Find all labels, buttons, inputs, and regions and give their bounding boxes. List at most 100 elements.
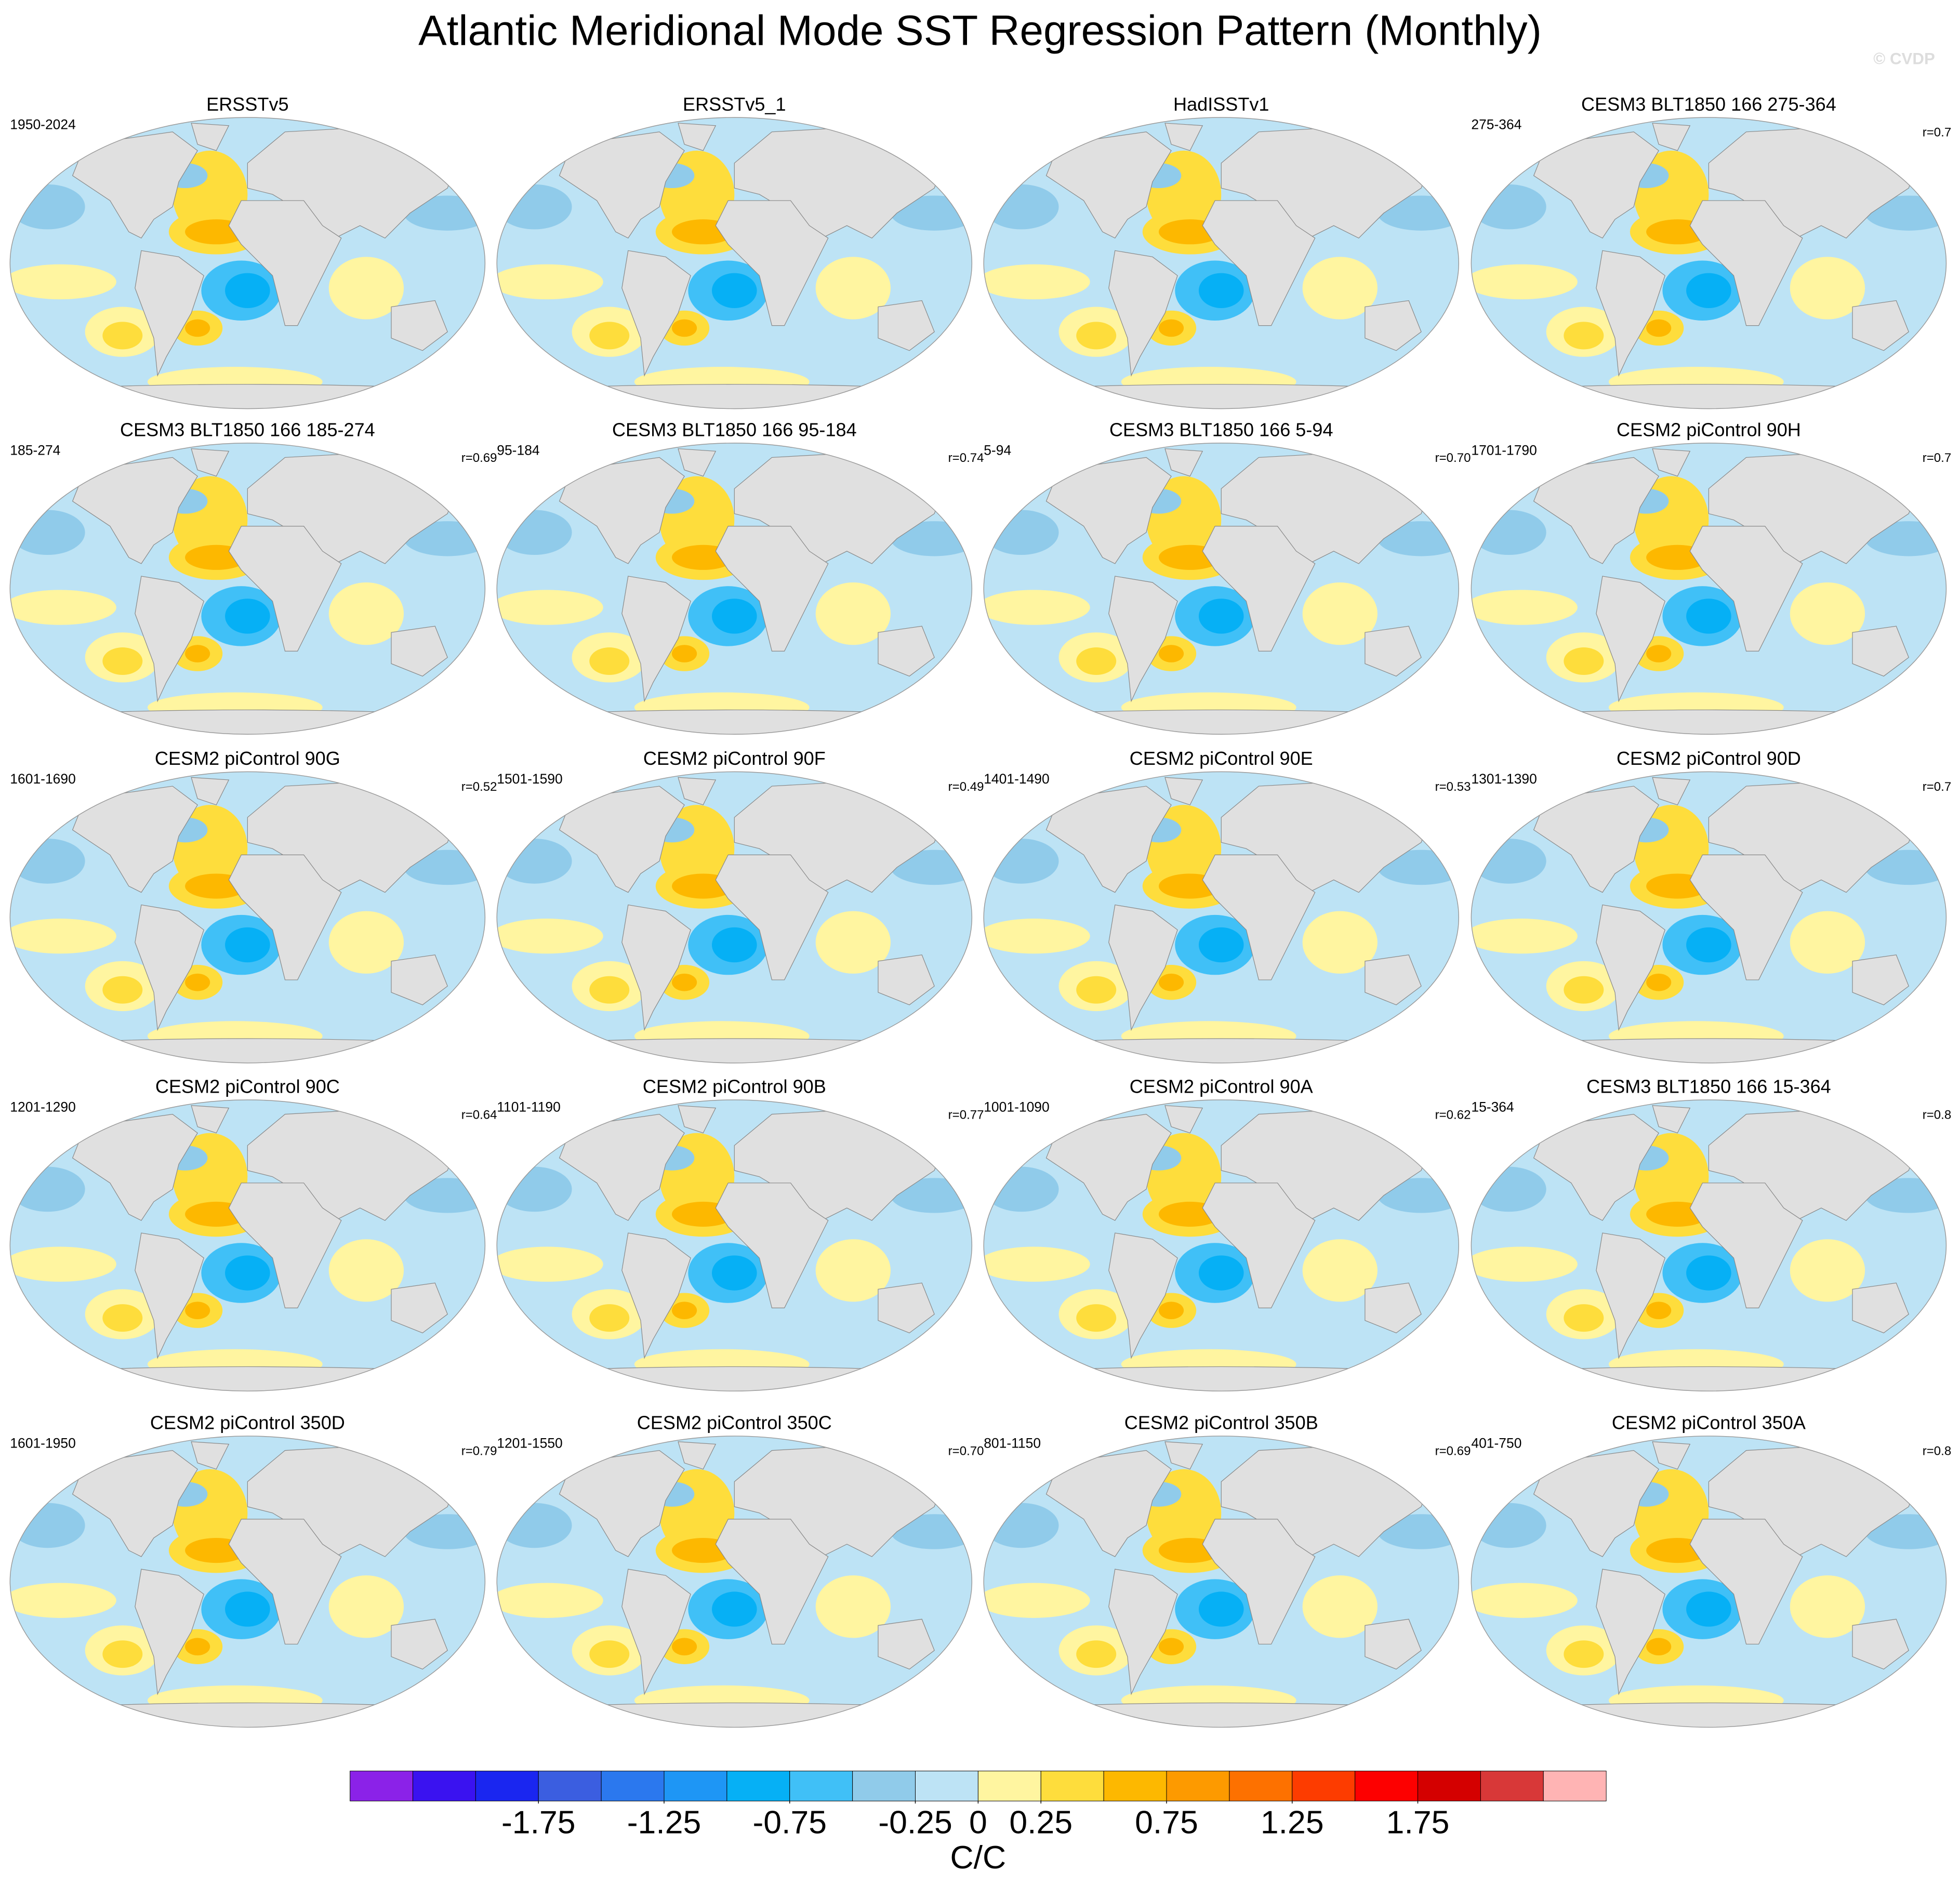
map-field	[491, 772, 978, 1067]
panel-title: CESM2 piControl 90H	[1617, 419, 1801, 440]
panel-title: CESM2 piControl 350C	[637, 1412, 832, 1433]
panel-period: 1301-1390	[1471, 771, 1537, 787]
panel-period: 1101-1190	[497, 1099, 561, 1114]
map-field	[4, 1436, 491, 1732]
colorbar-box	[852, 1771, 916, 1801]
colorbar-tick-label: -0.25	[878, 1804, 952, 1841]
colorbar-tick-label: 1.75	[1386, 1804, 1450, 1841]
map-field	[1465, 117, 1952, 413]
colorbar-box	[664, 1771, 727, 1801]
panel-period: 401-750	[1471, 1436, 1521, 1451]
panel-period: 185-274	[10, 442, 60, 458]
panel-correlation: r=0.7	[1923, 451, 1951, 465]
colorbar-box	[1418, 1771, 1481, 1801]
map-field	[1465, 772, 1952, 1067]
colorbar-box	[1040, 1771, 1104, 1801]
colorbar-tick-label: 0	[969, 1804, 987, 1841]
colorbar-tick-label: -0.75	[752, 1804, 827, 1841]
colorbar-box	[538, 1771, 602, 1801]
panel-correlation: r=0.8	[1923, 1108, 1951, 1122]
colorbar-box	[915, 1771, 978, 1801]
map-field	[491, 443, 978, 739]
map-panel: CESM3 BLT1850 166 95-184 95-184 r=0.74	[491, 419, 984, 738]
map-field	[4, 1100, 491, 1396]
map-field	[4, 772, 491, 1067]
colorbar-box	[1166, 1771, 1230, 1801]
panel-period: 95-184	[497, 442, 539, 458]
panel-period: 801-1150	[984, 1436, 1041, 1451]
panel-correlation: r=0.52	[461, 780, 497, 794]
panel-period: 1601-1690	[10, 771, 76, 787]
panel-correlation: r=0.70	[1435, 451, 1471, 465]
map-field	[491, 117, 978, 413]
map-field	[491, 1100, 978, 1396]
colorbar-tick-label: 0.75	[1135, 1804, 1198, 1841]
panel-period: 1501-1590	[497, 771, 563, 787]
panel-title: CESM2 piControl 350B	[1124, 1412, 1318, 1433]
panel-title: HadISSTv1	[1173, 94, 1269, 115]
panel-correlation: r=0.77	[948, 1108, 984, 1122]
panel-title: CESM2 piControl 350D	[150, 1412, 345, 1433]
map-panel: CESM3 BLT1850 166 15-364 15-364 r=0.8	[1465, 1076, 1952, 1396]
map-field	[977, 443, 1465, 739]
panel-title: CESM3 BLT1850 166 5-94	[1109, 419, 1333, 440]
panel-period: 275-364	[1471, 117, 1521, 132]
map-field	[1465, 443, 1952, 739]
panel-title: CESM2 piControl 90B	[643, 1076, 826, 1097]
panel-correlation: r=0.64	[461, 1108, 497, 1122]
colorbar-label: C/C	[950, 1839, 1007, 1876]
colorbar-tick-label: 0.25	[1009, 1804, 1072, 1841]
panel-title: CESM2 piControl 90C	[155, 1076, 340, 1097]
panel-correlation: r=0.69	[1435, 1444, 1471, 1458]
map-panel: CESM2 piControl 90A 1001-1090 r=0.62	[977, 1076, 1471, 1396]
map-panel: CESM3 BLT1850 166 185-274 185-274 r=0.69	[4, 419, 497, 738]
panel-correlation: r=0.49	[948, 780, 984, 794]
map-panel: CESM2 piControl 90D 1301-1390 r=0.7	[1465, 748, 1952, 1067]
map-panel: CESM2 piControl 90B 1101-1190 r=0.77	[491, 1076, 984, 1396]
colorbar-box	[1355, 1771, 1419, 1801]
panel-title: ERSSTv5	[206, 94, 288, 115]
colorbar-box	[789, 1771, 853, 1801]
map-panel: CESM3 BLT1850 166 5-94 5-94 r=0.70	[977, 419, 1471, 738]
panel-title: ERSSTv5_1	[683, 94, 786, 115]
colorbar-tick-label: -1.75	[501, 1804, 576, 1841]
map-panel: CESM2 piControl 90G 1601-1690 r=0.52	[4, 748, 497, 1067]
colorbar-tick-label: -1.25	[627, 1804, 701, 1841]
panel-correlation: r=0.8	[1923, 1444, 1951, 1458]
colorbar-box	[1543, 1771, 1607, 1801]
colorbar-box	[977, 1771, 1041, 1801]
panel-correlation: r=0.53	[1435, 780, 1471, 794]
map-panel: CESM2 piControl 350D 1601-1950 r=0.79	[4, 1412, 497, 1732]
figure-title: Atlantic Meridional Mode SST Regression …	[418, 7, 1542, 55]
map-field	[977, 1100, 1465, 1396]
colorbar-tick-label: 1.25	[1261, 1804, 1324, 1841]
map-panel: CESM2 piControl 90H 1701-1790 r=0.7	[1465, 419, 1952, 738]
panel-correlation: r=0.69	[461, 451, 497, 465]
map-panel: CESM2 piControl 350C 1201-1550 r=0.70	[491, 1412, 984, 1732]
colorbar-box	[350, 1771, 413, 1801]
map-panel: ERSSTv5 1950-2024	[4, 94, 491, 413]
panel-title: CESM3 BLT1850 166 95-184	[612, 419, 857, 440]
colorbar-box	[413, 1771, 476, 1801]
panel-title: CESM2 piControl 350A	[1612, 1412, 1806, 1433]
map-field	[977, 772, 1465, 1067]
map-field	[4, 117, 491, 413]
colorbar-box	[1480, 1771, 1544, 1801]
panel-period: 1001-1090	[984, 1099, 1050, 1114]
map-panel: CESM2 piControl 90F 1501-1590 r=0.49	[491, 748, 984, 1067]
panel-period: 1201-1290	[10, 1099, 76, 1114]
panel-title: CESM2 piControl 90D	[1617, 748, 1801, 769]
panel-period: 5-94	[984, 442, 1011, 458]
colorbar-box	[601, 1771, 665, 1801]
panel-title: CESM3 BLT1850 166 185-274	[120, 419, 375, 440]
map-panel: CESM2 piControl 350B 801-1150 r=0.69	[977, 1412, 1471, 1732]
panel-title: CESM3 BLT1850 166 275-364	[1581, 94, 1836, 115]
colorbar-box	[475, 1771, 539, 1801]
map-field	[491, 1436, 978, 1732]
colorbar-box	[726, 1771, 790, 1801]
panel-title: CESM2 piControl 90A	[1130, 1076, 1313, 1097]
map-panel: CESM2 piControl 350A 401-750 r=0.8	[1465, 1412, 1952, 1732]
panel-title: CESM3 BLT1850 166 15-364	[1586, 1076, 1831, 1097]
